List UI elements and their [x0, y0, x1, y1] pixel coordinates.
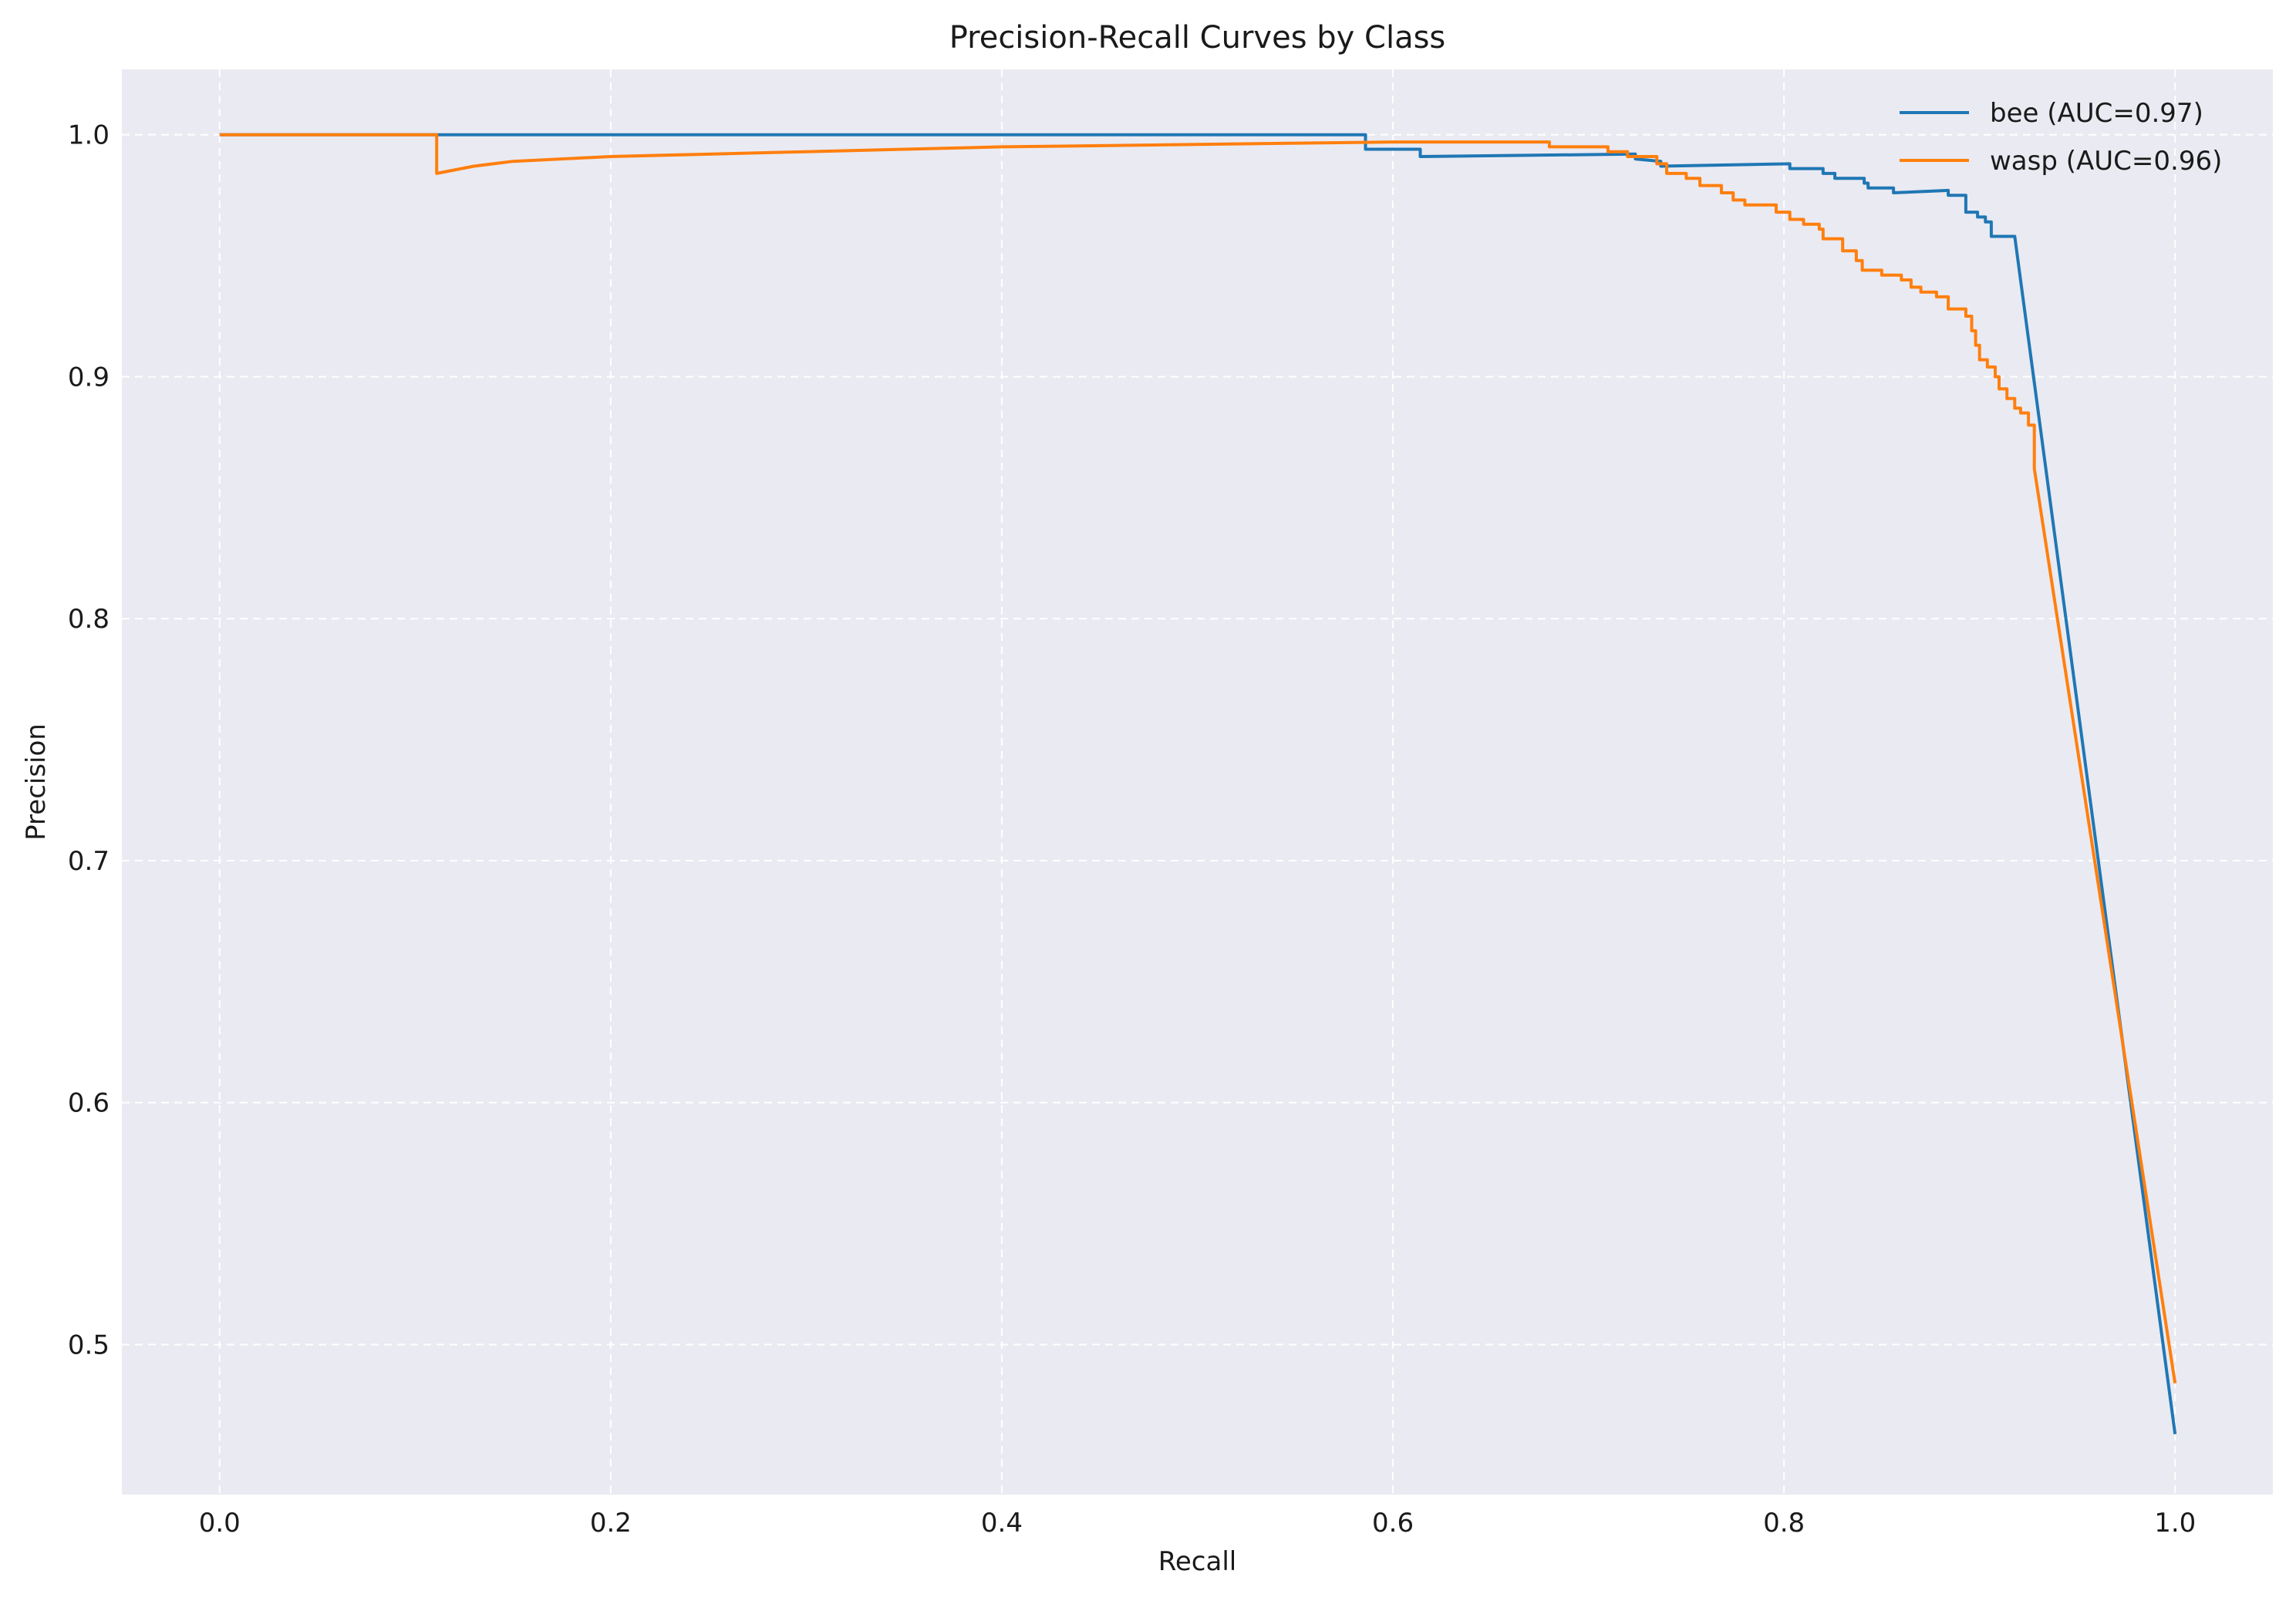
y-tick-label: 1.0 [68, 120, 110, 151]
x-tick-label: 0.0 [199, 1508, 241, 1539]
chart-title: Precision-Recall Curves by Class [949, 20, 1446, 56]
x-tick-label: 0.4 [981, 1508, 1023, 1539]
legend-label-bee: bee (AUC=0.97) [1990, 98, 2203, 129]
y-tick-label: 0.6 [68, 1088, 110, 1119]
x-tick-label: 0.6 [1372, 1508, 1414, 1539]
x-axis-label: Recall [1158, 1546, 1236, 1577]
y-tick-label: 0.8 [68, 604, 110, 635]
y-tick-label: 0.5 [68, 1330, 110, 1360]
series-line-wasp [219, 133, 2177, 1384]
x-tick-label: 0.8 [1763, 1508, 1805, 1539]
y-axis-label: Precision [21, 723, 52, 841]
legend-label-wasp: wasp (AUC=0.96) [1990, 146, 2222, 177]
y-tick-label: 0.9 [68, 362, 110, 393]
legend: bee (AUC=0.97) wasp (AUC=0.96) [1900, 98, 2222, 177]
x-tick-label: 0.2 [590, 1508, 632, 1539]
plot-area [122, 69, 2273, 1495]
y-tick-label: 0.7 [68, 846, 110, 877]
tick-layer: 0.0 0.2 0.4 0.6 0.8 1.0 0.5 0.6 0.7 0.8 0.9 1.0 [68, 120, 2196, 1539]
x-tick-label: 1.0 [2154, 1508, 2196, 1539]
series-layer [219, 133, 2177, 1434]
